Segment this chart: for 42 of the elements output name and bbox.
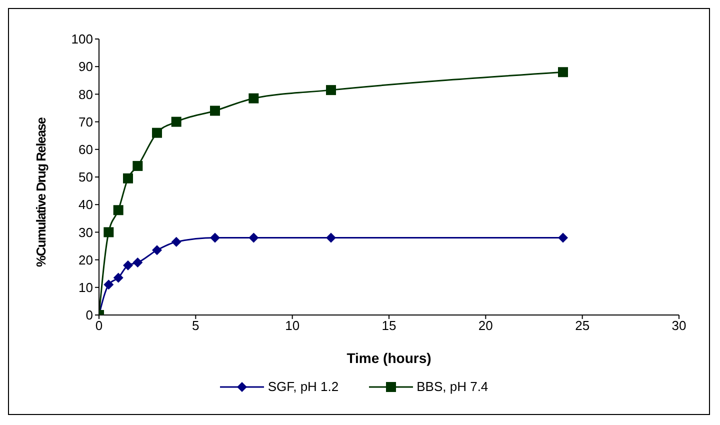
point: [248, 93, 259, 104]
y-tick-label: 100: [71, 32, 93, 47]
y-tick-label: 30: [78, 224, 93, 240]
point: [123, 260, 133, 270]
point: [210, 232, 220, 243]
y-tick-label: 10: [78, 280, 93, 296]
x-tick-label: 25: [575, 318, 590, 334]
y-tick-label: 0: [86, 308, 93, 323]
point: [104, 280, 114, 290]
point: [248, 232, 259, 243]
x-tick-label: 15: [382, 318, 396, 334]
y-tick-label: 90: [78, 59, 93, 74]
x-tick-label: 30: [672, 318, 686, 334]
y-tick-label: 40: [78, 197, 93, 212]
point: [104, 227, 114, 238]
point: [558, 67, 568, 78]
x-tick-label: 0: [95, 318, 103, 334]
point: [326, 85, 336, 96]
x-tick-label: 5: [192, 318, 200, 334]
x-tick-label: 10: [285, 318, 300, 334]
y-tick-label: 60: [78, 142, 93, 158]
point: [152, 245, 162, 256]
y-tick-label: 20: [78, 252, 93, 268]
legend-label: BBS, pH 7.4: [416, 379, 488, 394]
y-tick-label: 70: [78, 114, 93, 130]
y-tick-label: 80: [78, 86, 93, 102]
point: [152, 128, 162, 138]
point: [326, 232, 336, 243]
point: [123, 173, 133, 184]
x-axis-title: Time (hours): [346, 350, 432, 366]
point: [171, 116, 182, 127]
y-tick-label: 50: [78, 170, 93, 185]
point: [171, 236, 182, 247]
x-tick-label: 20: [478, 318, 493, 334]
legend-label: SGF, pH 1.2: [268, 379, 339, 394]
point: [210, 106, 220, 116]
point: [558, 232, 568, 243]
point: [113, 272, 124, 283]
y-axis-title: %Cumulative Drug Release: [34, 117, 49, 267]
point: [113, 205, 124, 216]
point: [132, 160, 143, 171]
point: [132, 258, 143, 268]
